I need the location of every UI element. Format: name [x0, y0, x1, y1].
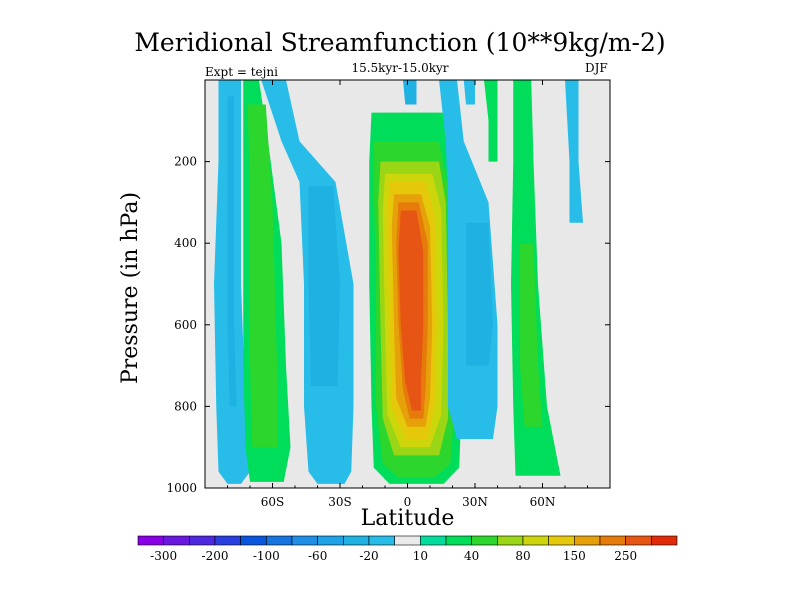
colorbar-label: -20: [359, 549, 378, 563]
x-tick-label: 60N: [530, 495, 556, 509]
colorbar-swatch: [266, 535, 293, 546]
colorbar-swatch: [651, 535, 678, 546]
colorbar-swatch: [574, 535, 601, 546]
contour-hadley-300: [398, 210, 424, 411]
contour-spike-eq: [403, 80, 417, 105]
colorbar-swatch: [137, 535, 164, 546]
colorbar-swatch: [240, 535, 267, 546]
colorbar-swatch: [343, 535, 370, 546]
colorbar-swatch: [394, 535, 421, 546]
colorbar-swatch: [497, 535, 524, 546]
contour-pos-60S-inner: [247, 104, 277, 448]
y-tick-label: 1000: [166, 481, 197, 495]
colorbar-label: -60: [308, 549, 327, 563]
contour-neg-30N-inner: [466, 222, 493, 366]
x-tick-label: 60S: [261, 495, 285, 509]
chart-subtitle: 15.5kyr-15.0kyr: [351, 61, 449, 75]
colorbar-label: -300: [150, 549, 177, 563]
contour-spike-25N: [463, 80, 475, 105]
colorbar-swatch: [214, 535, 241, 546]
colorbar-label: 10: [413, 549, 428, 563]
x-tick-label: 0: [404, 495, 412, 509]
y-tick-label: 200: [174, 155, 197, 169]
y-tick-label: 600: [174, 318, 197, 332]
y-tick-label: 800: [174, 399, 197, 413]
colorbar-swatch: [471, 535, 498, 546]
colorbar-label: 250: [614, 549, 637, 563]
colorbar-label: 150: [563, 549, 586, 563]
colorbar-swatch: [368, 535, 395, 546]
colorbar-label: -200: [202, 549, 229, 563]
x-tick-label: 30N: [462, 495, 488, 509]
season-label: DJF: [585, 61, 608, 75]
contour-neg-75N: [565, 80, 583, 223]
contour-pos-40N-spike: [484, 80, 498, 162]
colorbar-swatch: [599, 535, 626, 546]
colorbar-swatch: [522, 535, 549, 546]
colorbar-swatch: [189, 535, 216, 546]
colorbar-swatch: [317, 535, 344, 546]
colorbar-label: 80: [515, 549, 530, 563]
colorbar-swatch: [548, 535, 575, 546]
x-axis-label: Latitude: [361, 506, 455, 531]
y-axis-label: Pressure (in hPa): [118, 192, 143, 384]
colorbar-swatch: [445, 535, 472, 546]
chart-title: Meridional Streamfunction (10**9kg/m-2): [134, 28, 666, 57]
experiment-label: Expt = tejni: [205, 65, 278, 79]
colorbar-swatch: [625, 535, 652, 546]
colorbar-label: -100: [253, 549, 280, 563]
contour-neg-30S-inner: [308, 186, 340, 386]
contour-neg-60S-inner: [227, 96, 237, 407]
colorbar-swatch: [291, 535, 318, 546]
colorbar-label: 40: [464, 549, 479, 563]
y-tick-label: 400: [174, 236, 197, 250]
contour-pos-60N-inner: [520, 243, 543, 427]
x-tick-label: 30S: [328, 495, 352, 509]
colorbar-swatch: [420, 535, 447, 546]
colorbar-swatch: [163, 535, 190, 546]
